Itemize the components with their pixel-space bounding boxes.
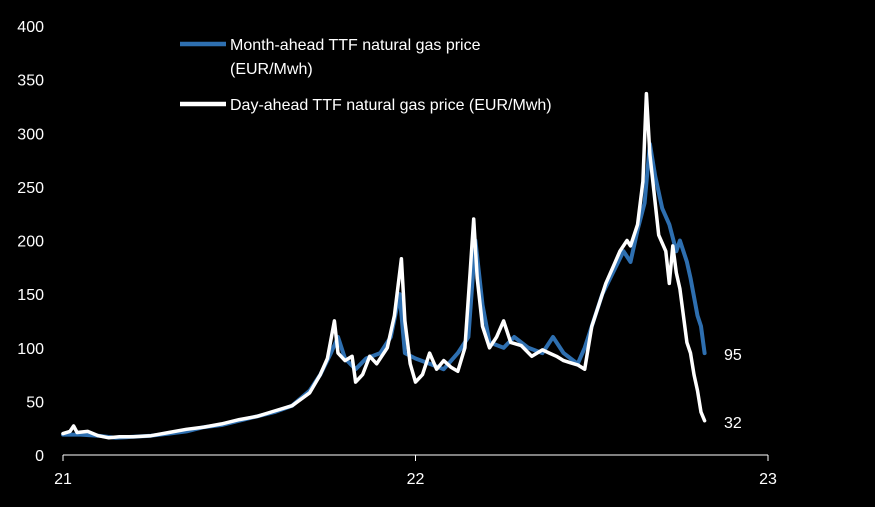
x-tick-label: 23 <box>759 471 777 488</box>
day-ahead-line <box>61 91 707 440</box>
x-tick-label: 22 <box>407 471 425 488</box>
legend-item-day-ahead: Day-ahead TTF natural gas price (EUR/Mwh… <box>180 97 552 114</box>
y-tick-label: 300 <box>17 126 44 143</box>
end-label-month-ahead: 95 <box>724 347 742 364</box>
legend-label: Day-ahead TTF natural gas price (EUR/Mwh… <box>230 97 552 114</box>
y-tick-label: 350 <box>17 73 44 90</box>
y-tick-label: 100 <box>17 341 44 358</box>
axes: 0 50 100 150 200 250 300 350 400 21 22 23 <box>17 19 777 488</box>
end-label-day-ahead: 32 <box>724 415 742 432</box>
legend-label: (EUR/Mwh) <box>230 61 313 78</box>
y-tick-label: 250 <box>17 180 44 197</box>
month-ahead-line <box>61 142 707 440</box>
y-tick-label: 200 <box>17 234 44 251</box>
y-tick-label: 150 <box>17 287 44 304</box>
end-labels: 95 32 <box>724 347 742 432</box>
series-lines <box>61 91 707 440</box>
legend-item-month-ahead: Month-ahead TTF natural gas price (EUR/Mw… <box>180 37 481 78</box>
legend-label: Month-ahead TTF natural gas price <box>230 37 481 54</box>
legend: Month-ahead TTF natural gas price (EUR/Mw… <box>180 37 552 114</box>
x-tick-label: 21 <box>54 471 72 488</box>
y-tick-label: 0 <box>35 448 44 465</box>
y-tick-label: 50 <box>26 394 44 411</box>
y-tick-label: 400 <box>17 19 44 36</box>
